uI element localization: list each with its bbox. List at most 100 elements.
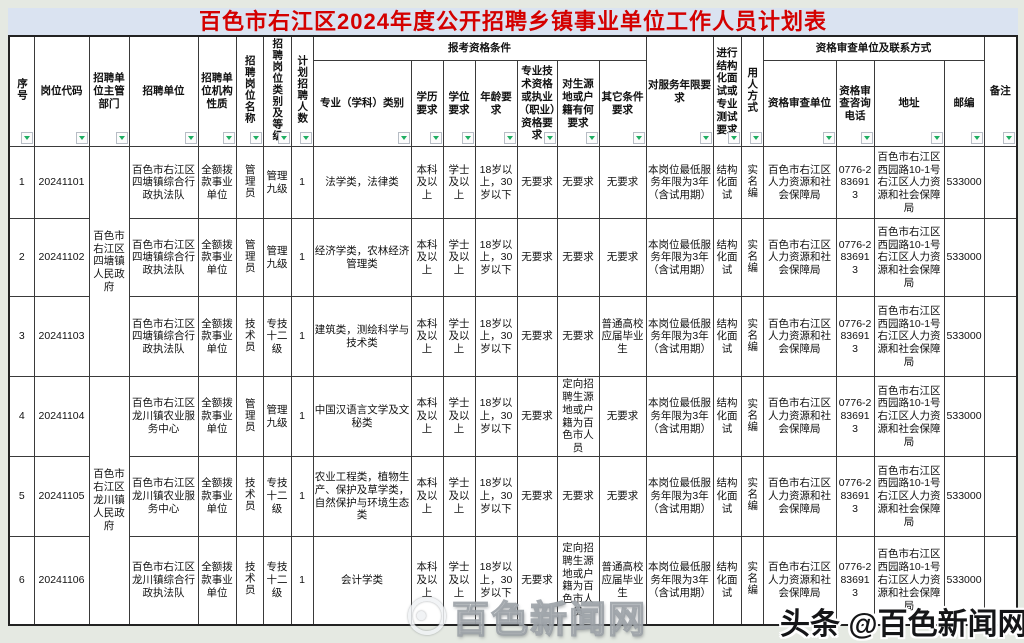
cell-method: 实名编 <box>740 296 764 378</box>
cell-other: 普通高校应届毕业生 <box>598 296 647 378</box>
cell-review-phone: 0776-2836913 <box>835 296 875 378</box>
col-header-other: 其它条件要求 <box>598 60 647 148</box>
page-title: 百色市右江区2024年度公开招聘乡镇事业单位工作人员计划表 <box>8 8 1018 35</box>
cell-zip: 533000 <box>943 296 985 378</box>
col-header-service: 对服务年限要求 <box>645 35 714 148</box>
filter-button[interactable] <box>461 132 474 145</box>
cell-review-phone: 0776-2836913 <box>835 376 875 458</box>
cell-origin: 定向招聘生源地或户籍为百色市人员 <box>556 376 600 458</box>
filter-arrow-icon <box>225 136 232 141</box>
cell-num: 1 <box>290 376 314 458</box>
col-header-tech-label: 专业技术资格或执业（职业）资格要求 <box>518 65 556 142</box>
filter-arrow-icon <box>825 136 832 141</box>
cell-age: 18岁以上，30岁以下 <box>474 456 518 538</box>
cell-grade: 管理九级 <box>262 376 292 458</box>
cell-review-unit: 百色市右江区人力资源和社会保障局 <box>762 376 837 458</box>
filter-button[interactable] <box>860 132 873 145</box>
filter-button[interactable] <box>822 132 835 145</box>
filter-button[interactable] <box>970 132 983 145</box>
filter-arrow-icon <box>973 136 980 141</box>
cell-major: 建筑类，测绘科学与技术类 <box>312 296 412 378</box>
col-header-edu-label: 学历要求 <box>416 90 438 116</box>
filter-button[interactable] <box>75 132 88 145</box>
filter-button[interactable] <box>429 132 442 145</box>
filter-button[interactable] <box>397 132 410 145</box>
col-header-age: 年龄要求 <box>474 60 518 148</box>
cell-method: 实名编 <box>740 456 764 538</box>
cell-nature: 全额拨款事业单位 <box>197 456 237 538</box>
filter-button[interactable] <box>115 132 128 145</box>
cell-unit: 百色市右江区四塘镇综合行政执法队 <box>128 218 199 298</box>
filter-button[interactable] <box>299 132 312 145</box>
cell-unit: 百色市右江区龙川镇综合行政执法队 <box>128 536 199 626</box>
cell-post-text: 技术员 <box>243 477 256 512</box>
filter-arrow-icon <box>252 136 259 141</box>
col-header-major-label: 专业（学科）类别 <box>320 97 404 110</box>
col-header-review-unit: 资格审查单位 <box>762 60 837 148</box>
cell-note <box>983 456 1018 538</box>
cell-code: 20241105 <box>33 456 90 538</box>
cell-num: 1 <box>290 456 314 538</box>
cell-service: 本岗位最低服务年限为3年（含试用期） <box>645 146 714 220</box>
col-header-zip: 邮编 <box>943 60 985 148</box>
cell-interview: 结构化面试 <box>712 218 742 298</box>
table-row: 1 20241101 百色市右江区四塘镇人民政府 百色市右江区四塘镇综合行政执法… <box>8 146 1018 378</box>
filter-button[interactable] <box>503 132 516 145</box>
filter-button[interactable] <box>222 132 235 145</box>
cell-code: 20241101 <box>33 146 90 220</box>
filter-arrow-icon <box>464 136 471 141</box>
filter-arrow-icon <box>187 136 194 141</box>
filter-button[interactable] <box>20 132 33 145</box>
cell-note <box>983 296 1018 378</box>
cell-other: 无要求 <box>598 218 647 298</box>
cell-grade: 管理九级 <box>262 218 292 298</box>
col-header-note: 备注 <box>983 35 1018 148</box>
cell-num: 1 <box>290 146 314 220</box>
cell-grade: 专技十二级 <box>262 536 292 626</box>
col-header-degree-label: 学位要求 <box>448 90 470 116</box>
cell-post: 管理员 <box>235 376 264 458</box>
cell-unit: 百色市右江区四塘镇综合行政执法队 <box>128 296 199 378</box>
col-header-num-label: 计划招聘人数 <box>296 55 309 125</box>
cell-method-text: 实名编 <box>746 397 759 433</box>
cell-age: 18岁以上，30岁以下 <box>474 218 518 298</box>
filter-button[interactable] <box>543 132 556 145</box>
cell-address: 百色市右江区西园路10-1号右江区人力资源和社会保障局 <box>873 376 945 458</box>
cell-edu: 本科及以上 <box>410 296 444 378</box>
filter-arrow-icon <box>635 136 642 141</box>
cell-origin: 无要求 <box>556 456 600 538</box>
filter-button[interactable] <box>699 132 712 145</box>
filter-button[interactable] <box>1003 132 1016 145</box>
filter-arrow-icon <box>730 136 737 141</box>
filter-button[interactable] <box>749 132 762 145</box>
col-header-dept-label: 招聘单位主管部门 <box>93 72 125 111</box>
cell-method-text: 实名编 <box>746 317 759 353</box>
col-header-origin: 对生源地或户籍有何要求 <box>556 60 600 148</box>
cell-edu: 本科及以上 <box>410 536 444 626</box>
filter-button[interactable] <box>727 132 740 145</box>
cell-degree: 学士及以上 <box>442 376 476 458</box>
filter-arrow-icon <box>302 136 309 141</box>
filter-button[interactable] <box>930 132 943 145</box>
cell-address: 百色市右江区西园路10-1号右江区人力资源和社会保障局 <box>873 146 945 220</box>
filter-arrow-icon <box>78 136 85 141</box>
cell-zip: 533000 <box>943 456 985 538</box>
cell-review-unit: 百色市右江区人力资源和社会保障局 <box>762 536 837 626</box>
table-row: 4 20241104 百色市右江区龙川镇人民政府 百色市右江区龙川镇农业服务中心… <box>8 376 1018 626</box>
cell-post-text: 管理员 <box>243 397 256 433</box>
cell-address: 百色市右江区西园路10-1号右江区人力资源和社会保障局 <box>873 218 945 298</box>
filter-button[interactable] <box>632 132 645 145</box>
filter-button[interactable] <box>277 132 290 145</box>
cell-tech: 无要求 <box>516 456 558 538</box>
cell-age: 18岁以上，30岁以下 <box>474 376 518 458</box>
cell-zip: 533000 <box>943 376 985 458</box>
cell-major: 农业工程类，植物生产、保护及草学类，自然保护与环境生态类 <box>312 456 412 538</box>
filter-button[interactable] <box>249 132 262 145</box>
cell-sn: 4 <box>8 376 35 458</box>
cell-origin: 定向招聘生源地或户籍为百色市人员 <box>556 536 600 626</box>
cell-service: 本岗位最低服务年限为3年（含试用期） <box>645 218 714 298</box>
filter-button[interactable] <box>184 132 197 145</box>
cell-age: 18岁以上，30岁以下 <box>474 146 518 220</box>
filter-button[interactable] <box>585 132 598 145</box>
cell-review-unit: 百色市右江区人力资源和社会保障局 <box>762 146 837 220</box>
